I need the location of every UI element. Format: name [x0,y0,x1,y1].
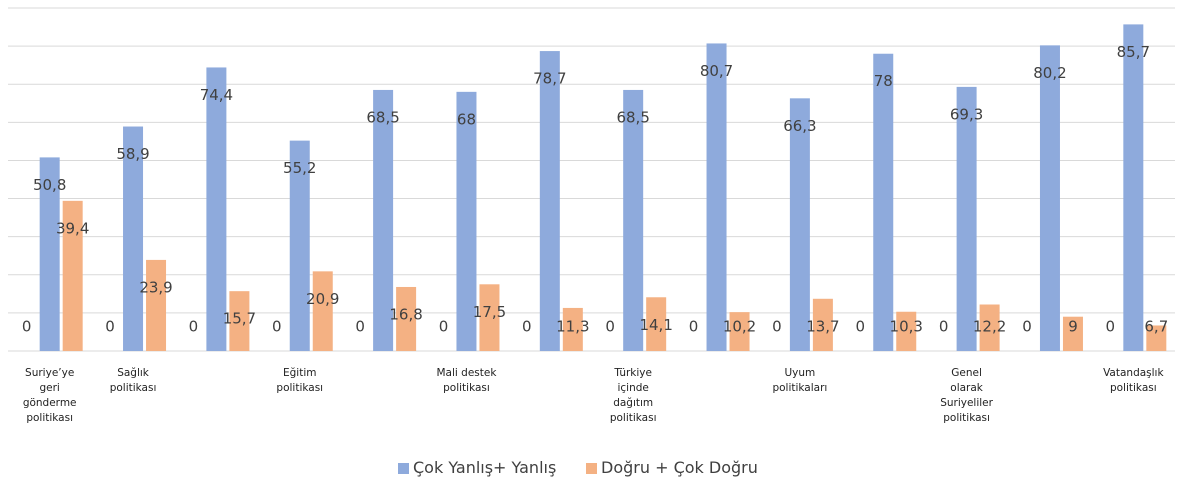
data-label: 15,7 [223,310,256,328]
bar [123,126,144,351]
data-label: 0 [605,318,615,336]
data-label: 0 [689,318,699,336]
data-label: 17,5 [473,303,506,321]
x-tick-label: Sağlık politikası [109,367,157,394]
data-label: 20,9 [306,290,339,308]
bar [479,284,500,351]
bar [39,157,60,351]
x-tick-label: Uyum politikaları [772,367,828,394]
data-label: 68 [457,110,476,128]
data-label: 68,5 [366,108,399,126]
bar [896,311,917,351]
data-label: 0 [1106,318,1116,336]
x-tick-label: Eğitim politikası [276,367,324,394]
data-label: 0 [22,318,32,336]
bar [206,67,227,351]
legend-swatch [398,463,409,474]
x-tick-label: Suriye’ye geri gönderme politikası [22,367,77,424]
bar [1146,325,1167,351]
data-label: 50,8 [33,176,66,194]
bar [706,43,727,352]
bar [956,86,977,351]
data-label: 85,7 [1117,43,1150,61]
data-label: 0 [439,318,449,336]
bar [539,51,560,352]
data-label: 11,3 [556,318,589,336]
data-label: 0 [272,318,282,336]
data-label: 55,2 [283,159,316,177]
data-label: 0 [189,318,199,336]
data-label: 10,2 [723,318,756,336]
data-label: 23,9 [139,278,172,296]
data-label: 0 [355,318,365,336]
data-label: 78,7 [533,70,566,88]
data-label: 0 [105,318,115,336]
data-label: 0 [1022,318,1032,336]
bar [1123,24,1144,351]
data-label: 74,4 [200,86,233,104]
data-label: 9 [1068,318,1078,336]
data-label: 16,8 [389,305,422,323]
data-label: 6,7 [1144,318,1168,336]
data-label: 80,2 [1033,64,1066,82]
bar [623,89,644,351]
bar [646,297,667,351]
legend-swatch [586,463,597,474]
data-label: 10,3 [890,318,923,336]
x-tick-label: Genel olarak Suriyeliler politikası [940,367,993,424]
bar [873,53,894,351]
bar [1062,316,1083,351]
bar [562,307,583,351]
data-label: 0 [855,318,865,336]
data-label: 39,4 [56,219,89,237]
bar [456,91,477,351]
data-label: 13,7 [806,317,839,335]
bar [312,271,333,351]
bar [289,140,310,351]
data-label: 66,3 [783,117,816,135]
data-label: 0 [522,318,532,336]
bar [62,200,83,351]
bar [373,89,394,351]
data-label: 68,5 [616,108,649,126]
data-label: 80,7 [700,62,733,80]
x-tick-label: Türkiye içinde dağıtım politikası [609,367,657,424]
bar [1039,45,1060,352]
x-tick-label: Vatandaşlık politikası [1103,367,1164,394]
bar [979,304,1000,351]
data-label: 78 [874,72,893,90]
data-label: 58,9 [116,145,149,163]
data-label: 14,1 [639,316,672,334]
legend-label: Doğru + Çok Doğru [601,458,758,477]
data-label: 69,3 [950,105,983,123]
bar [812,298,833,351]
legend-label: Çok Yanlış+ Yanlış [413,458,557,477]
data-label: 0 [939,318,949,336]
data-label: 12,2 [973,318,1006,336]
bar [229,291,250,351]
data-label: 0 [772,318,782,336]
x-tick-label: Mali destek politikası [436,367,497,394]
bar [789,98,810,351]
bar [146,259,167,351]
bar [729,312,750,351]
bar [396,286,417,351]
